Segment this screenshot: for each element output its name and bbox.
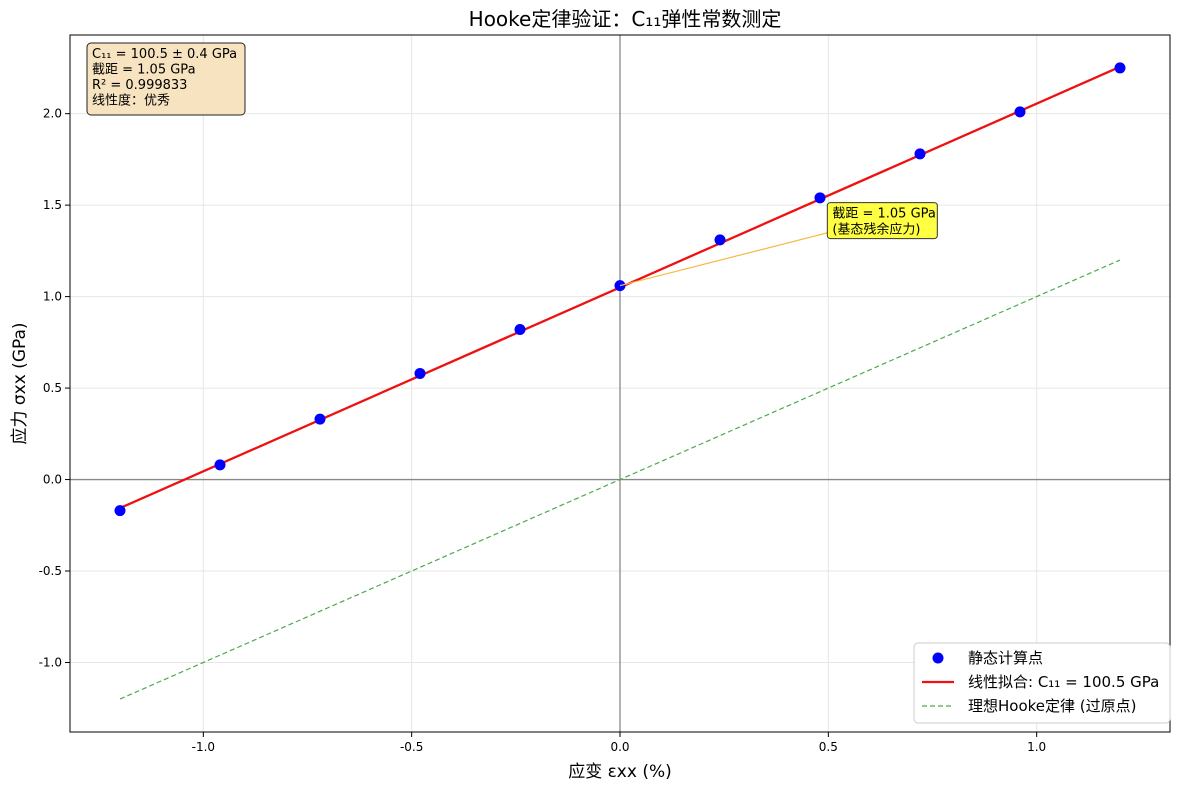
data-point-4 [514,324,526,336]
x-tick-label-3: 0.5 [819,740,838,754]
x-tick-label-2: 0.0 [610,740,629,754]
legend-marker-scatter [932,652,944,664]
y-axis-title: 应力 σxx (GPa) [10,322,30,444]
legend-box [913,642,1171,724]
annotation-box [826,202,938,240]
ideal-hooke-line [119,259,1121,700]
data-point-0 [114,505,126,517]
y-tick-label-4: 1.0 [43,290,62,304]
ticks: -1.0 -0.5 0.0 0.5 1.0 -1.0 -0.5 0.0 0.5 1.0 1.5 2.0 [39,107,1047,754]
stats-line-2: R² = 0.999833 [92,78,187,93]
x-tick-label-0: -1.0 [192,740,215,754]
annotation-line-1: (基态残余应力) [832,222,920,238]
legend-label-2: 理想Hooke定律 (过原点) [968,697,1137,715]
series-layer [114,62,1126,700]
chart-title: Hooke定律验证：C₁₁弹性常数测定 [469,7,782,31]
data-point-10 [1114,62,1126,74]
data-point-9 [1014,106,1026,118]
reference-lines [70,35,1170,732]
legend-label-0: 静态计算点 [968,649,1043,667]
y-tick-label-2: 0.0 [43,473,62,487]
y-tick-label-6: 2.0 [43,107,62,121]
y-tick-label-5: 1.5 [43,198,62,212]
data-point-7 [814,192,826,204]
x-axis-title: 应变 εxx (%) [568,762,672,782]
legend-label-1: 线性拟合: C₁₁ = 100.5 GPa [968,673,1159,691]
stats-line-3: 线性度：优秀 [92,93,170,109]
data-point-3 [414,367,426,379]
annotation: 截距 = 1.05 GPa(基态残余应力) [619,202,938,287]
annotation-arrow [619,231,829,287]
data-point-6 [714,234,726,246]
annotation-line-0: 截距 = 1.05 GPa [832,207,936,222]
stats-box-background [86,42,246,116]
stats-line-1: 截距 = 1.05 GPa [92,63,196,78]
y-tick-label-0: -1.0 [39,655,62,669]
data-point-1 [214,459,226,471]
data-point-8 [914,148,926,160]
data-point-2 [314,413,326,425]
x-tick-label-1: -0.5 [400,740,423,754]
y-tick-label-1: -0.5 [39,564,62,578]
stats-line-0: C₁₁ = 100.5 ± 0.4 GPa [92,47,237,62]
x-tick-label-4: 1.0 [1027,740,1046,754]
y-tick-label-3: 0.5 [43,381,62,395]
